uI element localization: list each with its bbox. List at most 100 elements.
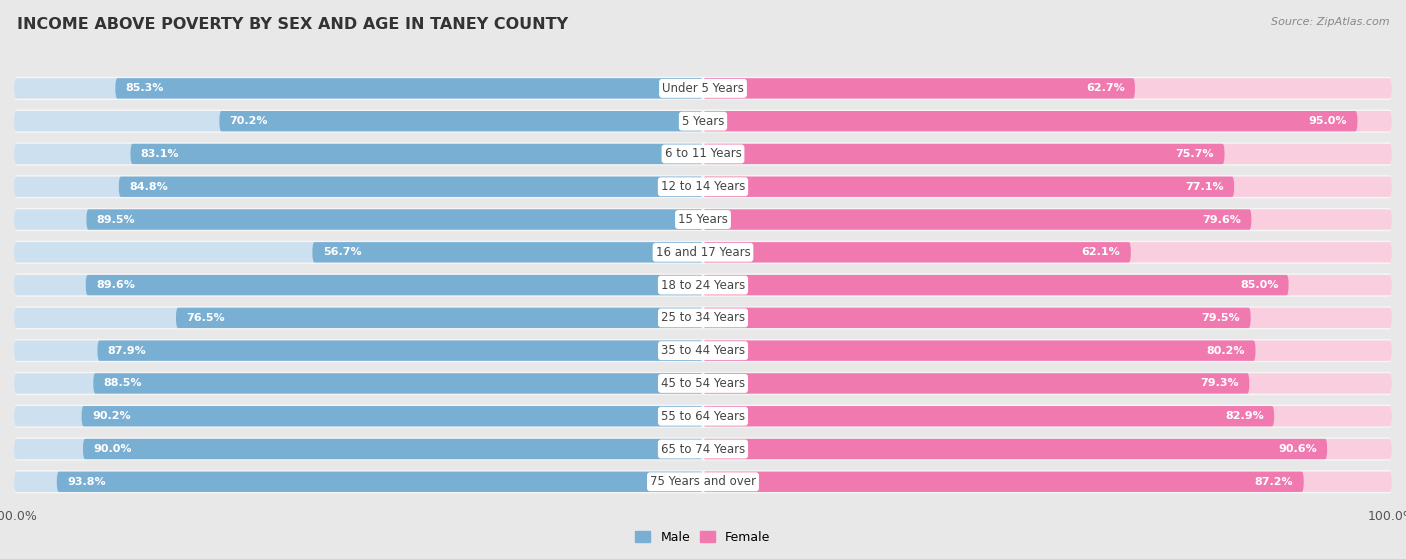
Text: 87.9%: 87.9% (108, 345, 146, 356)
Text: 76.5%: 76.5% (186, 313, 225, 323)
FancyBboxPatch shape (312, 242, 703, 263)
Text: 87.2%: 87.2% (1254, 477, 1294, 487)
FancyBboxPatch shape (703, 406, 1392, 427)
FancyBboxPatch shape (14, 275, 703, 295)
Text: 65 to 74 Years: 65 to 74 Years (661, 443, 745, 456)
FancyBboxPatch shape (703, 144, 1392, 164)
FancyBboxPatch shape (14, 437, 1392, 461)
FancyBboxPatch shape (86, 275, 703, 295)
Text: 62.1%: 62.1% (1081, 247, 1121, 257)
FancyBboxPatch shape (115, 78, 703, 98)
FancyBboxPatch shape (14, 177, 703, 197)
FancyBboxPatch shape (14, 242, 703, 263)
FancyBboxPatch shape (14, 339, 1392, 362)
Text: 18 to 24 Years: 18 to 24 Years (661, 278, 745, 292)
FancyBboxPatch shape (14, 144, 703, 164)
Text: 70.2%: 70.2% (229, 116, 269, 126)
FancyBboxPatch shape (703, 242, 1392, 263)
FancyBboxPatch shape (14, 78, 703, 98)
Text: 25 to 34 Years: 25 to 34 Years (661, 311, 745, 324)
FancyBboxPatch shape (703, 406, 1274, 427)
FancyBboxPatch shape (14, 208, 1392, 231)
FancyBboxPatch shape (14, 472, 703, 492)
FancyBboxPatch shape (703, 307, 1392, 328)
Text: 80.2%: 80.2% (1206, 345, 1246, 356)
FancyBboxPatch shape (703, 144, 1225, 164)
FancyBboxPatch shape (14, 306, 1392, 329)
FancyBboxPatch shape (97, 340, 703, 361)
FancyBboxPatch shape (703, 373, 1250, 394)
Text: 79.6%: 79.6% (1202, 215, 1241, 225)
FancyBboxPatch shape (14, 77, 1392, 100)
Text: 93.8%: 93.8% (67, 477, 105, 487)
Text: Under 5 Years: Under 5 Years (662, 82, 744, 95)
Legend: Male, Female: Male, Female (630, 526, 776, 549)
FancyBboxPatch shape (14, 470, 1392, 494)
Text: 83.1%: 83.1% (141, 149, 180, 159)
Text: 15 Years: 15 Years (678, 213, 728, 226)
Text: 45 to 54 Years: 45 to 54 Years (661, 377, 745, 390)
Text: 95.0%: 95.0% (1309, 116, 1347, 126)
FancyBboxPatch shape (703, 111, 1392, 131)
Text: 89.5%: 89.5% (97, 215, 135, 225)
Text: 35 to 44 Years: 35 to 44 Years (661, 344, 745, 357)
FancyBboxPatch shape (176, 307, 703, 328)
FancyBboxPatch shape (703, 472, 1392, 492)
FancyBboxPatch shape (703, 177, 1392, 197)
FancyBboxPatch shape (703, 275, 1392, 295)
FancyBboxPatch shape (118, 177, 703, 197)
FancyBboxPatch shape (703, 439, 1327, 459)
FancyBboxPatch shape (14, 373, 703, 394)
FancyBboxPatch shape (703, 210, 1392, 230)
Text: 88.5%: 88.5% (104, 378, 142, 389)
Text: 79.5%: 79.5% (1202, 313, 1240, 323)
FancyBboxPatch shape (703, 373, 1392, 394)
Text: 75.7%: 75.7% (1175, 149, 1215, 159)
Text: 56.7%: 56.7% (323, 247, 361, 257)
Text: 6 to 11 Years: 6 to 11 Years (665, 148, 741, 160)
FancyBboxPatch shape (82, 406, 703, 427)
FancyBboxPatch shape (219, 111, 703, 131)
FancyBboxPatch shape (703, 439, 1392, 459)
FancyBboxPatch shape (14, 110, 1392, 133)
Text: INCOME ABOVE POVERTY BY SEX AND AGE IN TANEY COUNTY: INCOME ABOVE POVERTY BY SEX AND AGE IN T… (17, 17, 568, 32)
Text: 90.2%: 90.2% (91, 411, 131, 421)
Text: 12 to 14 Years: 12 to 14 Years (661, 180, 745, 193)
Text: 5 Years: 5 Years (682, 115, 724, 127)
FancyBboxPatch shape (703, 177, 1234, 197)
Text: 16 and 17 Years: 16 and 17 Years (655, 246, 751, 259)
Text: 55 to 64 Years: 55 to 64 Years (661, 410, 745, 423)
FancyBboxPatch shape (703, 78, 1392, 98)
Text: 82.9%: 82.9% (1225, 411, 1264, 421)
Text: 90.0%: 90.0% (93, 444, 132, 454)
FancyBboxPatch shape (14, 405, 1392, 428)
FancyBboxPatch shape (83, 439, 703, 459)
FancyBboxPatch shape (703, 242, 1130, 263)
Text: 89.6%: 89.6% (96, 280, 135, 290)
Text: 84.8%: 84.8% (129, 182, 167, 192)
FancyBboxPatch shape (14, 210, 703, 230)
Text: 77.1%: 77.1% (1185, 182, 1223, 192)
Text: 62.7%: 62.7% (1085, 83, 1125, 93)
FancyBboxPatch shape (703, 210, 1251, 230)
FancyBboxPatch shape (14, 340, 703, 361)
Text: 75 Years and over: 75 Years and over (650, 475, 756, 489)
FancyBboxPatch shape (703, 78, 1135, 98)
FancyBboxPatch shape (14, 143, 1392, 165)
FancyBboxPatch shape (703, 340, 1392, 361)
FancyBboxPatch shape (14, 307, 703, 328)
FancyBboxPatch shape (131, 144, 703, 164)
FancyBboxPatch shape (703, 472, 1303, 492)
FancyBboxPatch shape (703, 111, 1358, 131)
FancyBboxPatch shape (14, 241, 1392, 264)
FancyBboxPatch shape (14, 372, 1392, 395)
FancyBboxPatch shape (14, 439, 703, 459)
Text: Source: ZipAtlas.com: Source: ZipAtlas.com (1271, 17, 1389, 27)
FancyBboxPatch shape (14, 111, 703, 131)
Text: 79.3%: 79.3% (1201, 378, 1239, 389)
FancyBboxPatch shape (14, 175, 1392, 198)
FancyBboxPatch shape (86, 210, 703, 230)
Text: 90.6%: 90.6% (1278, 444, 1317, 454)
FancyBboxPatch shape (703, 275, 1289, 295)
Text: 85.0%: 85.0% (1240, 280, 1278, 290)
